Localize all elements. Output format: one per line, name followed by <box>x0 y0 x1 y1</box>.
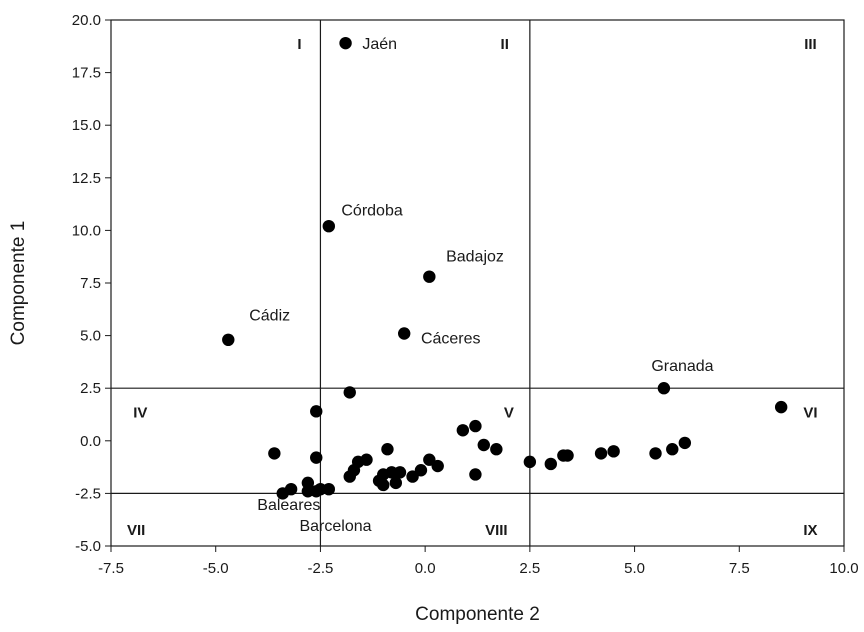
x-tick-label: -7.5 <box>98 560 124 577</box>
data-point <box>456 424 470 437</box>
data-point <box>414 464 428 477</box>
x-tick-label: -5.0 <box>203 560 229 577</box>
x-tick-label: 7.5 <box>729 560 750 577</box>
data-point <box>469 419 482 433</box>
data-point <box>678 436 692 450</box>
region-label: IV <box>133 404 147 421</box>
region-label: VII <box>127 522 145 539</box>
data-points <box>222 36 788 500</box>
data-point <box>381 443 394 456</box>
data-point <box>389 476 403 490</box>
y-tick-label: 12.5 <box>72 170 101 187</box>
y-tick-label: 0.0 <box>80 433 101 450</box>
data-point <box>393 466 407 479</box>
data-point <box>268 447 281 460</box>
data-point <box>561 449 574 462</box>
point-label: Badajoz <box>446 249 504 266</box>
point-label: Jaén <box>362 36 397 53</box>
x-tick-label: -2.5 <box>307 560 333 577</box>
region-label: II <box>501 36 509 53</box>
x-tick-label: 0.0 <box>415 560 436 577</box>
data-point <box>490 443 503 456</box>
y-tick-label: 15.0 <box>72 117 101 134</box>
data-point <box>360 453 373 466</box>
y-tick-label: -5.0 <box>75 538 101 555</box>
region-label: VI <box>803 404 817 421</box>
reference-lines <box>111 20 844 546</box>
data-point <box>222 333 235 347</box>
data-point <box>657 382 671 395</box>
y-tick-label: 20.0 <box>72 12 101 29</box>
region-label: IX <box>803 522 817 539</box>
region-label: V <box>504 404 514 421</box>
data-point <box>398 327 411 340</box>
data-point <box>666 443 679 456</box>
data-point <box>310 451 323 464</box>
data-point <box>423 270 436 283</box>
data-point <box>322 219 336 233</box>
x-axis-title: Componente 2 <box>415 604 540 625</box>
x-tick-label: 10.0 <box>829 560 858 577</box>
region-label: VIII <box>485 522 508 539</box>
data-point <box>339 36 352 50</box>
axis-ticks: -7.5 -5.0 -2.5 0.0 2.5 5.0 7.5 10.0 -5.0 -2.5 0.0 2… <box>72 12 859 577</box>
data-point <box>377 478 390 492</box>
x-tick-label: 5.0 <box>624 560 645 577</box>
point-labels: Jaén Córdoba Badajoz Cádiz Cáceres Granada Bal… <box>249 36 713 535</box>
data-point <box>607 445 620 458</box>
point-label: Baleares <box>257 497 320 514</box>
point-label: Granada <box>651 358 713 375</box>
data-point <box>469 468 482 481</box>
data-point <box>310 405 323 418</box>
y-tick-label: 10.0 <box>72 222 101 239</box>
point-label: Barcelona <box>299 518 371 535</box>
data-point <box>284 482 298 496</box>
y-tick-label: 5.0 <box>80 328 101 345</box>
point-label: Cádiz <box>249 308 290 325</box>
data-point <box>544 457 557 471</box>
y-tick-label: 7.5 <box>80 275 101 292</box>
y-tick-label: -2.5 <box>75 485 101 502</box>
data-point <box>594 447 608 460</box>
data-point <box>322 482 336 496</box>
data-point <box>523 455 537 469</box>
y-tick-label: 17.5 <box>72 65 101 82</box>
y-axis-title: Componente 1 <box>8 221 29 346</box>
plot-area-frame <box>110 19 845 547</box>
y-tick-label: 2.5 <box>80 380 101 397</box>
data-point <box>431 459 444 473</box>
x-tick-label: 2.5 <box>519 560 540 577</box>
data-point <box>477 438 490 452</box>
data-point <box>649 447 662 460</box>
region-label: I <box>297 36 301 53</box>
data-point <box>774 400 788 414</box>
point-label: Córdoba <box>341 202 402 219</box>
point-label: Cáceres <box>421 331 481 348</box>
data-point <box>343 386 356 399</box>
region-label: III <box>804 36 817 53</box>
